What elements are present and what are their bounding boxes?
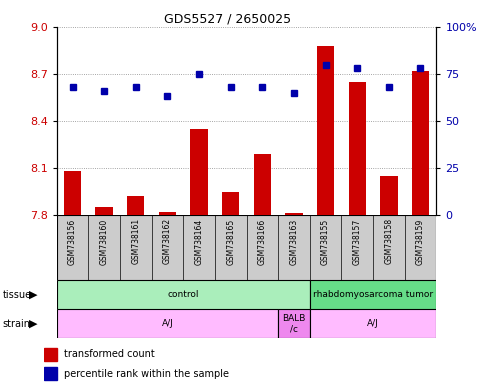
Text: GSM738157: GSM738157: [352, 218, 362, 265]
Text: GSM738165: GSM738165: [226, 218, 235, 265]
Bar: [44, 367, 57, 380]
Text: GSM738159: GSM738159: [416, 218, 425, 265]
Text: strain: strain: [2, 318, 31, 329]
Text: A/J: A/J: [162, 319, 174, 328]
Text: BALB
/c: BALB /c: [282, 314, 306, 333]
Bar: [127, 196, 144, 215]
Text: GSM738164: GSM738164: [195, 218, 204, 265]
Bar: [253, 154, 271, 215]
Text: GSM738155: GSM738155: [321, 218, 330, 265]
Bar: [285, 214, 303, 215]
Bar: [190, 129, 208, 215]
Bar: [317, 46, 334, 215]
Text: rhabdomyosarcoma tumor: rhabdomyosarcoma tumor: [313, 290, 433, 299]
Text: ▶: ▶: [29, 318, 38, 329]
Bar: [64, 171, 81, 215]
Bar: [310, 309, 436, 338]
Text: A/J: A/J: [367, 319, 379, 328]
Text: ▶: ▶: [29, 290, 38, 300]
Text: GSM738161: GSM738161: [131, 218, 141, 265]
Text: percentile rank within the sample: percentile rank within the sample: [64, 369, 229, 379]
Text: transformed count: transformed count: [64, 349, 155, 359]
Bar: [57, 309, 278, 338]
Bar: [44, 348, 57, 361]
Text: GSM738156: GSM738156: [68, 218, 77, 265]
Text: GSM738160: GSM738160: [100, 218, 108, 265]
Text: GSM738166: GSM738166: [258, 218, 267, 265]
Bar: [380, 176, 397, 215]
Bar: [96, 207, 113, 215]
Bar: [310, 280, 436, 309]
Bar: [412, 71, 429, 215]
Bar: [222, 192, 240, 215]
Text: GSM738158: GSM738158: [385, 218, 393, 265]
Text: control: control: [168, 290, 199, 299]
Text: tissue: tissue: [2, 290, 32, 300]
Bar: [278, 309, 310, 338]
Text: GSM738162: GSM738162: [163, 218, 172, 265]
Bar: [159, 212, 176, 215]
Bar: [349, 82, 366, 215]
Text: GSM738163: GSM738163: [289, 218, 298, 265]
Title: GDS5527 / 2650025: GDS5527 / 2650025: [164, 13, 291, 26]
Bar: [57, 280, 310, 309]
